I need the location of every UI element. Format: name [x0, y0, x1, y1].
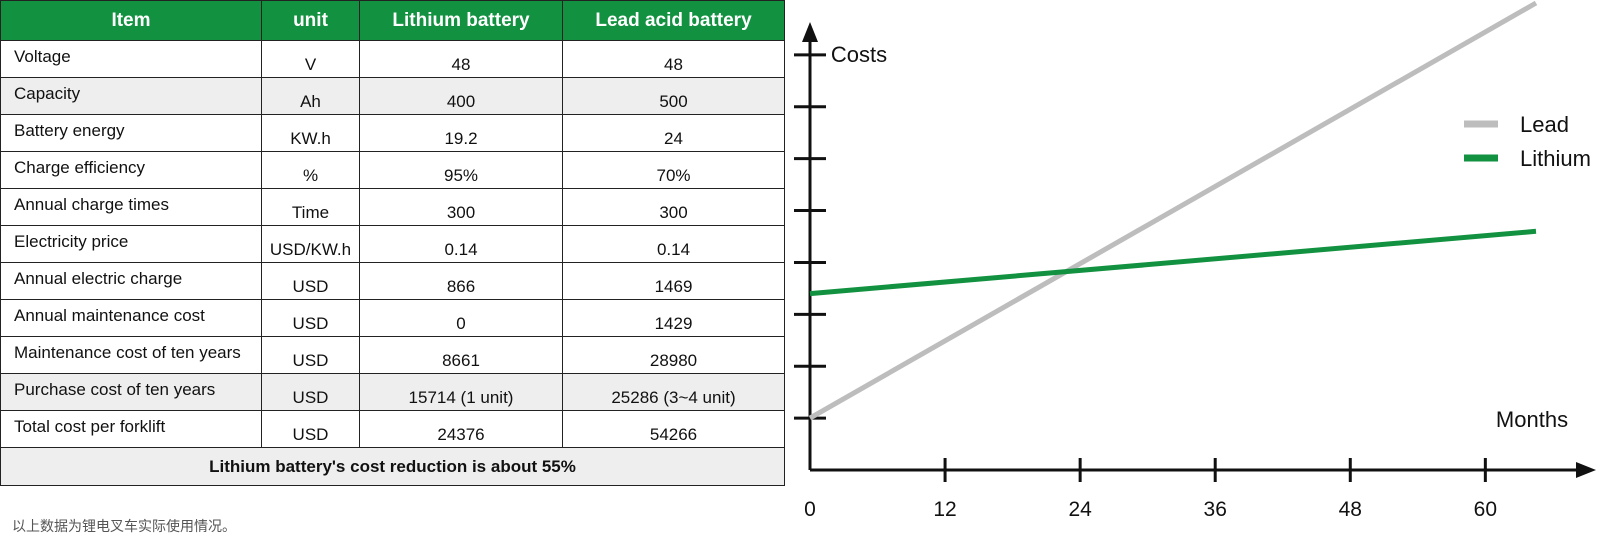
cell-lead-acid: 70%: [562, 151, 785, 189]
cell-unit: %: [261, 151, 360, 189]
summary-row: Lithium battery's cost reduction is abou…: [0, 447, 785, 486]
cell-lithium: 0.14: [359, 225, 563, 263]
table-row: Charge efficiency % 95% 70%: [0, 151, 785, 189]
cell-unit: Time: [261, 188, 360, 226]
x-tick-label: 0: [804, 498, 816, 521]
cell-item: Annual maintenance cost: [0, 299, 262, 337]
cell-lead-acid: 0.14: [562, 225, 785, 263]
table-row: Maintenance cost of ten years USD 8661 2…: [0, 336, 785, 374]
y-axis-arrowhead: [802, 22, 818, 42]
cell-lead-acid: 1429: [562, 299, 785, 337]
table-row: Annual electric charge USD 866 1469: [0, 262, 785, 300]
cell-item: Total cost per forklift: [0, 410, 262, 448]
table-header-row: Item unit Lithium battery Lead acid batt…: [0, 0, 785, 41]
cost-comparison-table: Item unit Lithium battery Lead acid batt…: [0, 0, 785, 486]
cell-lithium: 300: [359, 188, 563, 226]
series-line-lead: [808, 0, 1538, 421]
cell-item: Annual charge times: [0, 188, 262, 226]
cell-lithium: 866: [359, 262, 563, 300]
x-axis-arrowhead: [1576, 462, 1596, 478]
cell-lithium: 95%: [359, 151, 563, 189]
cell-unit: USD: [261, 410, 360, 448]
cell-unit: USD: [261, 262, 360, 300]
cost-line-chart: 0 12 24 36 48 60 Costs Months Lead Lithium: [794, 0, 1596, 521]
cell-item: Maintenance cost of ten years: [0, 336, 262, 374]
x-tick-label: 60: [1474, 498, 1497, 521]
cell-lithium: 0: [359, 299, 563, 337]
cell-lithium: 15714 (1 unit): [359, 373, 563, 411]
cost-reduction-summary: Lithium battery's cost reduction is abou…: [0, 447, 785, 486]
cell-lithium: 48: [359, 40, 563, 78]
cell-lead-acid: 54266: [562, 410, 785, 448]
table-row: Battery energy KW.h 19.2 24: [0, 114, 785, 152]
cell-item: Annual electric charge: [0, 262, 262, 300]
cell-lead-acid: 1469: [562, 262, 785, 300]
cell-lithium: 19.2: [359, 114, 563, 152]
footnote: 以上数据为锂电叉车实际使用情况。: [12, 518, 236, 534]
cell-lead-acid: 24: [562, 114, 785, 152]
cell-lead-acid: 48: [562, 40, 785, 78]
cell-unit: KW.h: [261, 114, 360, 152]
x-axis-label: Months: [1496, 407, 1568, 432]
cell-item: Charge efficiency: [0, 151, 262, 189]
legend-label-lead: Lead: [1520, 112, 1569, 137]
header-lead-acid: Lead acid battery: [562, 0, 785, 41]
cell-item: Purchase cost of ten years: [0, 373, 262, 411]
header-lithium: Lithium battery: [359, 0, 563, 41]
table-row: Total cost per forklift USD 24376 54266: [0, 410, 785, 448]
cell-item: Voltage: [0, 40, 262, 78]
cell-item: Capacity: [0, 77, 262, 115]
table-row: Voltage V 48 48: [0, 40, 785, 78]
x-tick-label: 12: [933, 498, 956, 521]
y-axis-label: Costs: [831, 42, 887, 67]
cell-lithium: 400: [359, 77, 563, 115]
cell-unit: USD: [261, 336, 360, 374]
cell-unit: Ah: [261, 77, 360, 115]
header-unit: unit: [261, 0, 360, 41]
series-line-lithium: [809, 228, 1537, 297]
x-tick-label: 36: [1204, 498, 1227, 521]
cell-lead-acid: 28980: [562, 336, 785, 374]
table-row: Annual charge times Time 300 300: [0, 188, 785, 226]
x-tick-label: 24: [1068, 498, 1092, 521]
cell-lead-acid: 300: [562, 188, 785, 226]
table-row: Capacity Ah 400 500: [0, 77, 785, 115]
cell-unit: USD: [261, 299, 360, 337]
table-row: Annual maintenance cost USD 0 1429: [0, 299, 785, 337]
cell-lead-acid: 25286 (3~4 unit): [562, 373, 785, 411]
table-row: Electricity price USD/KW.h 0.14 0.14: [0, 225, 785, 263]
cell-item: Battery energy: [0, 114, 262, 152]
cell-item: Electricity price: [0, 225, 262, 263]
cell-lithium: 8661: [359, 336, 563, 374]
header-item: Item: [0, 0, 262, 41]
cell-lithium: 24376: [359, 410, 563, 448]
legend-label-lithium: Lithium: [1520, 146, 1591, 171]
x-tick-label: 48: [1339, 498, 1362, 521]
cell-unit: V: [261, 40, 360, 78]
cell-unit: USD: [261, 373, 360, 411]
cell-unit: USD/KW.h: [261, 225, 360, 263]
cell-lead-acid: 500: [562, 77, 785, 115]
table-row: Purchase cost of ten years USD 15714 (1 …: [0, 373, 785, 411]
